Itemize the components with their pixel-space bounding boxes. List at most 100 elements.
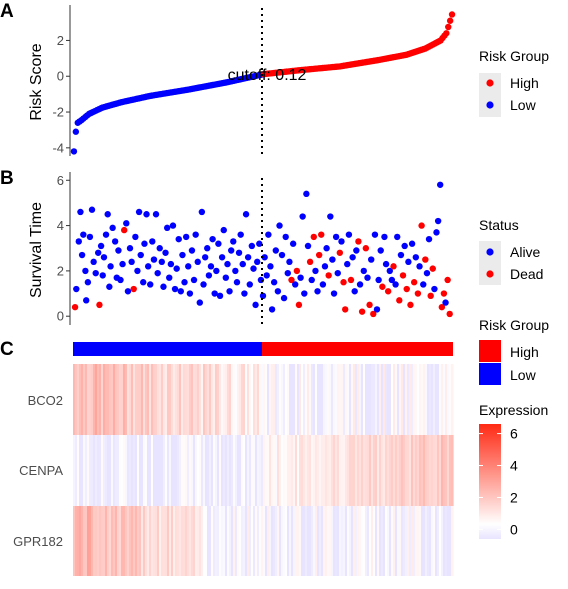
survival-point	[394, 233, 401, 241]
survival-point	[154, 269, 161, 277]
survival-point	[121, 226, 128, 234]
heatmap-cell	[195, 506, 198, 576]
survival-point	[438, 303, 446, 311]
heatmap-cell	[89, 506, 92, 576]
heatmap-cell	[201, 506, 204, 576]
survival-point	[156, 245, 163, 252]
heatmap-cell	[181, 364, 184, 435]
heatmap-cell	[443, 435, 446, 506]
heatmap-cell	[233, 506, 236, 576]
heatmap-cell	[241, 435, 244, 506]
heatmap-cell	[451, 506, 454, 576]
heatmap-cell	[245, 435, 248, 506]
heatmap-cell	[407, 364, 410, 435]
heatmap-cell	[183, 506, 186, 576]
heatmap-cell	[183, 435, 186, 506]
heatmap-cell	[275, 435, 278, 506]
heatmap-cell	[403, 364, 406, 435]
heatmap-cell	[425, 506, 428, 576]
heatmap-cell	[85, 435, 88, 506]
survival-point	[261, 254, 268, 261]
heatmap-cell	[235, 506, 238, 576]
heatmap-cell	[101, 506, 104, 576]
survival-point	[267, 263, 274, 270]
heatmap-cell	[201, 364, 204, 435]
survival-point	[442, 299, 449, 306]
heatmap-cell	[433, 364, 436, 435]
survival-point	[257, 276, 265, 284]
heatmap-cell	[223, 435, 226, 506]
heatmap-cell	[297, 364, 300, 435]
heatmap-cell	[141, 364, 144, 435]
survival-point	[83, 297, 90, 304]
heatmap-cell	[437, 506, 440, 576]
heatmap-cell	[139, 364, 142, 435]
heatmap-cell	[417, 364, 420, 435]
heatmap-cell	[417, 435, 420, 506]
heatmap-cell	[247, 506, 250, 576]
panel-a-y-ticks: -4 -2 0 2	[52, 33, 70, 155]
heatmap-cell	[287, 435, 290, 506]
survival-point	[301, 290, 308, 297]
survival-point	[213, 267, 220, 275]
heatmap-cell	[87, 506, 90, 576]
heatmap-cell	[213, 364, 216, 435]
heatmap-cell	[109, 364, 112, 435]
legend-a-title: Risk Group	[479, 48, 549, 64]
survival-point	[190, 276, 198, 284]
panel-a-ylabel: Risk Score	[28, 43, 45, 120]
survival-point	[412, 254, 420, 261]
heatmap-cell	[181, 435, 184, 506]
heatmap-cell	[421, 435, 424, 506]
survival-point	[344, 260, 351, 268]
heatmap-cell	[309, 364, 312, 435]
heatmap-cell	[177, 435, 180, 506]
survival-point	[353, 247, 360, 254]
legend-b-alive-label: Alive	[510, 244, 541, 260]
survival-point	[362, 245, 370, 252]
heatmap-cell	[255, 435, 258, 506]
heatmap-cell	[119, 435, 122, 506]
survival-point	[276, 222, 283, 229]
heatmap-cell	[331, 506, 334, 576]
heatmap-cell	[401, 506, 404, 576]
heatmap-cell	[309, 506, 312, 576]
survival-point	[179, 251, 186, 259]
heatmap-cell	[359, 435, 362, 506]
heatmap-cell	[361, 435, 364, 506]
heatmap-cell	[393, 435, 396, 506]
heatmap-cell	[189, 506, 192, 576]
heatmap-cell	[399, 506, 402, 576]
heatmap-cell	[213, 435, 216, 506]
survival-point	[222, 274, 230, 281]
survival-point	[102, 231, 110, 238]
heatmap-cell	[213, 506, 216, 576]
heatmap-cell	[105, 435, 108, 506]
survival-point	[175, 235, 182, 243]
survival-point	[256, 240, 263, 247]
heatmap-cell	[383, 435, 386, 506]
panel-letter-c: C	[0, 339, 14, 360]
heatmap-row-label-bco2: BCO2	[28, 393, 63, 408]
heatmap-cell	[81, 506, 84, 576]
heatmap-cell	[297, 435, 300, 506]
heatmap-cell	[397, 435, 400, 506]
survival-point	[308, 276, 315, 284]
heatmap-cell	[131, 364, 134, 435]
heatmap-cell	[131, 506, 134, 576]
heatmap-cell	[447, 435, 450, 506]
survival-point	[111, 238, 119, 245]
heatmap-cell	[401, 435, 404, 506]
survival-point	[248, 242, 256, 250]
heatmap-cell	[127, 506, 130, 576]
survival-point	[379, 283, 386, 290]
heatmap-cell	[447, 364, 450, 435]
panel-letter-b: B	[0, 168, 14, 189]
heatmap-cell	[165, 364, 168, 435]
heatmap-cell	[189, 435, 192, 506]
heatmap-cell	[279, 435, 282, 506]
heatmap-cell	[243, 364, 246, 435]
heatmap-cell	[431, 435, 434, 506]
heatmap-cell	[187, 506, 190, 576]
heatmap-cell	[275, 506, 278, 576]
